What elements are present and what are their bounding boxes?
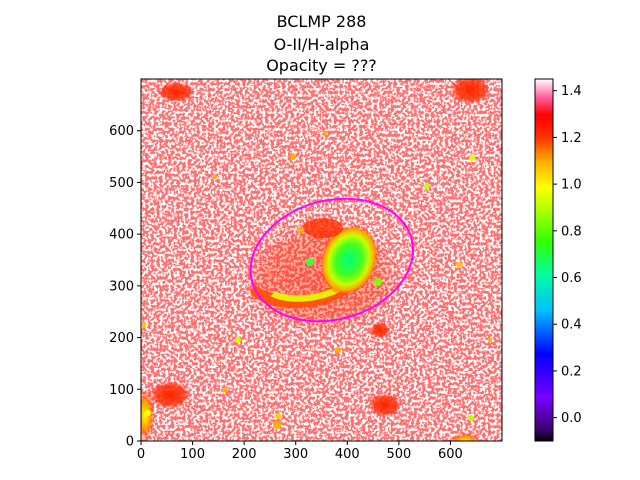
x-tick-label: 600: [438, 447, 463, 462]
plot-frame: [140, 78, 503, 442]
x-tick-label: 500: [386, 447, 411, 462]
point-source: [213, 175, 217, 179]
colorbar-tick-label: 1.0: [561, 178, 582, 193]
y-tick-label: 500: [109, 176, 134, 191]
x-tick-label: 300: [283, 447, 308, 462]
chart-title-line-2: O-II/H-alpha: [273, 35, 370, 54]
y-tick-label: 300: [109, 279, 134, 294]
y-tick-label: 600: [109, 124, 134, 139]
point-source: [222, 387, 228, 393]
point-source: [488, 338, 492, 342]
central-nebula-core: [319, 224, 379, 296]
nebula-upper-lobe: [303, 218, 343, 238]
point-source: [273, 421, 281, 429]
y-tick-label: 400: [109, 228, 134, 243]
colorbar-tick-label: 0.4: [561, 318, 582, 333]
diffuse-patch-right: [370, 322, 390, 338]
point-source: [275, 413, 281, 419]
colorbar-tick-label: 1.4: [561, 84, 582, 99]
colorbar-tick-label: 0.2: [561, 364, 582, 379]
point-source: [141, 322, 147, 328]
point-source: [374, 278, 382, 286]
point-source: [297, 227, 303, 233]
point-source: [290, 154, 296, 160]
colorbar-frame: [534, 78, 554, 442]
point-source: [469, 155, 475, 161]
y-tick-label: 0: [126, 435, 134, 450]
point-source: [335, 347, 341, 353]
colorbar-tick-label: 0.0: [561, 411, 582, 426]
colorbar-gradient: [535, 79, 553, 441]
colorbar-tick-label: 0.6: [561, 271, 582, 286]
y-axis: 0 100 200 300 400 500 600: [109, 124, 141, 450]
x-tick-label: 100: [180, 447, 205, 462]
colorbar-ticks: 0.0 0.2 0.4 0.6 0.8 1.0 1.2 1.4: [553, 84, 582, 426]
colorbar-tick-label: 0.8: [561, 224, 582, 239]
chart-title-line-1: BCLMP 288: [276, 12, 367, 31]
x-tick-label: 400: [335, 447, 360, 462]
aperture-ellipse: [249, 197, 414, 323]
bright-source-bottom-right: [449, 432, 481, 441]
x-axis: 0 100 200 300 400 500 600: [137, 441, 463, 462]
x-tick-label: 0: [137, 447, 145, 462]
point-source: [323, 131, 327, 135]
heatmap-plot-area: 0 100 200 300 400 500 600 0 100 200 300 400 500 600: [109, 78, 503, 462]
point-source: [456, 262, 462, 268]
point-source: [145, 410, 151, 416]
point-source: [306, 258, 314, 266]
colorbar: 0.0 0.2 0.4 0.6 0.8 1.0 1.2 1.4: [534, 78, 582, 442]
nebula-arc-bright: [270, 286, 340, 302]
y-tick-label: 100: [109, 383, 134, 398]
colorbar-tick-label: 1.2: [561, 131, 582, 146]
bright-source-top-left: [158, 82, 194, 102]
point-source: [424, 183, 430, 189]
diffuse-patch-bottom-left: [150, 381, 190, 409]
chart-title-line-3: Opacity = ???: [266, 56, 377, 75]
point-source: [235, 337, 241, 343]
diffuse-patch-bottom-center: [369, 393, 401, 417]
bright-source-top-right: [450, 79, 490, 104]
point-source: [468, 415, 474, 421]
x-tick-label: 200: [232, 447, 257, 462]
y-tick-label: 200: [109, 331, 134, 346]
